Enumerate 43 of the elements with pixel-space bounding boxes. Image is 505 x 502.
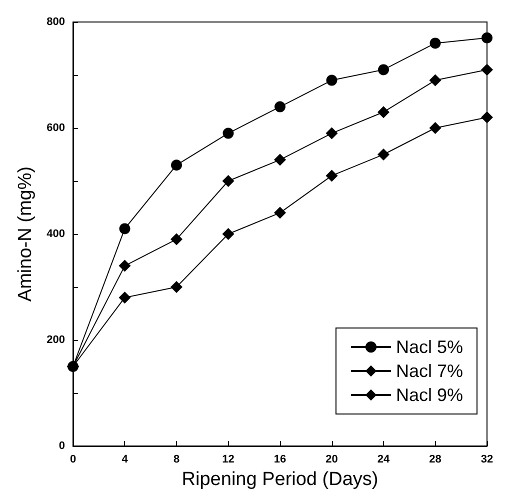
legend-label: Nacl 7% bbox=[396, 361, 464, 381]
y-tick-label: 400 bbox=[46, 228, 65, 240]
x-tick-label: 12 bbox=[222, 454, 234, 466]
point bbox=[378, 64, 389, 76]
y-axis-title: Amino-N (mg%) bbox=[15, 166, 36, 302]
point bbox=[482, 32, 492, 44]
point bbox=[274, 154, 286, 166]
y-tick-label: 200 bbox=[46, 334, 65, 346]
legend-label: Nacl 5% bbox=[396, 337, 464, 357]
point bbox=[222, 128, 234, 139]
legend-label: Nacl 9% bbox=[396, 385, 464, 405]
point bbox=[274, 101, 286, 112]
x-tick-label: 24 bbox=[377, 454, 390, 466]
point bbox=[170, 233, 182, 246]
point bbox=[481, 64, 493, 76]
point bbox=[430, 38, 441, 49]
point bbox=[378, 106, 390, 118]
point bbox=[222, 175, 234, 187]
point bbox=[429, 74, 442, 86]
x-tick-label: 20 bbox=[326, 454, 338, 466]
y-tick-label: 600 bbox=[46, 122, 65, 134]
x-tick-label: 4 bbox=[122, 454, 129, 466]
point bbox=[326, 74, 338, 86]
point bbox=[429, 122, 442, 134]
x-tick-label: 8 bbox=[173, 454, 180, 466]
x-tick-label: 0 bbox=[70, 454, 76, 466]
point bbox=[326, 170, 338, 182]
point bbox=[119, 223, 130, 234]
x-tick-label: 28 bbox=[429, 454, 442, 466]
point bbox=[222, 228, 234, 240]
x-tick-label: 16 bbox=[274, 454, 286, 466]
point bbox=[118, 292, 131, 304]
x-axis-title: Ripening Period (Days) bbox=[182, 469, 378, 490]
x-tick-label: 32 bbox=[480, 454, 494, 466]
y-tick-label: 0 bbox=[58, 440, 65, 452]
point bbox=[481, 111, 493, 124]
point bbox=[378, 148, 390, 160]
point bbox=[170, 281, 182, 293]
y-tick-label: 800 bbox=[46, 16, 65, 28]
point bbox=[326, 127, 338, 140]
point bbox=[274, 206, 286, 219]
point bbox=[171, 160, 182, 171]
point bbox=[118, 260, 131, 272]
